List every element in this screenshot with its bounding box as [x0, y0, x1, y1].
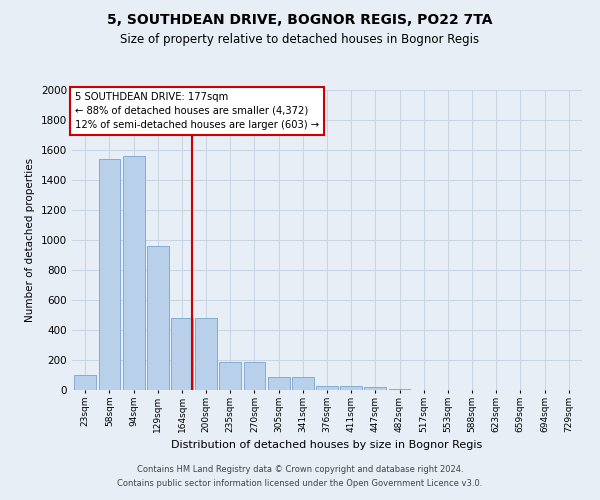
- Bar: [123, 156, 145, 390]
- Bar: [171, 318, 193, 390]
- Bar: [364, 387, 386, 390]
- Bar: [244, 362, 265, 390]
- Text: 5 SOUTHDEAN DRIVE: 177sqm
← 88% of detached houses are smaller (4,372)
12% of se: 5 SOUTHDEAN DRIVE: 177sqm ← 88% of detac…: [74, 92, 319, 130]
- Bar: [220, 362, 241, 390]
- Bar: [292, 378, 314, 390]
- Bar: [74, 375, 96, 390]
- Bar: [268, 378, 290, 390]
- Bar: [389, 389, 410, 390]
- Bar: [340, 386, 362, 390]
- Bar: [195, 318, 217, 390]
- Y-axis label: Number of detached properties: Number of detached properties: [25, 158, 35, 322]
- X-axis label: Distribution of detached houses by size in Bognor Regis: Distribution of detached houses by size …: [172, 440, 482, 450]
- Bar: [147, 246, 169, 390]
- Text: Contains HM Land Registry data © Crown copyright and database right 2024.
Contai: Contains HM Land Registry data © Crown c…: [118, 466, 482, 487]
- Text: 5, SOUTHDEAN DRIVE, BOGNOR REGIS, PO22 7TA: 5, SOUTHDEAN DRIVE, BOGNOR REGIS, PO22 7…: [107, 12, 493, 26]
- Bar: [98, 159, 121, 390]
- Bar: [316, 386, 338, 390]
- Text: Size of property relative to detached houses in Bognor Regis: Size of property relative to detached ho…: [121, 32, 479, 46]
